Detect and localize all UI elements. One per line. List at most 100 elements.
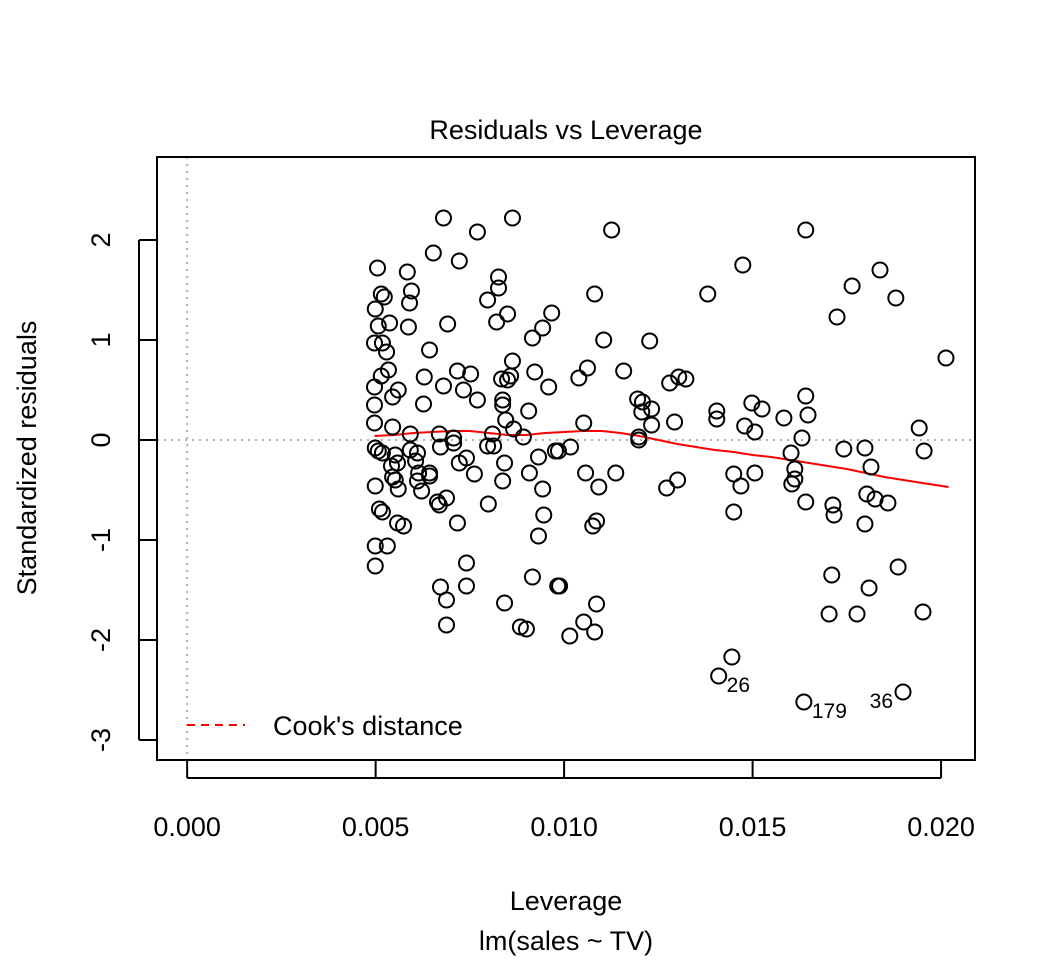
data-point [732, 477, 750, 495]
data-point [534, 319, 552, 337]
data-point [434, 377, 452, 395]
data-point [407, 452, 425, 470]
data-point [937, 349, 955, 367]
data-point [793, 429, 811, 447]
data-point [399, 318, 417, 336]
point-labels-group: 26 179 36 [727, 674, 893, 723]
data-point [401, 294, 419, 312]
data-point [887, 289, 905, 307]
x-tick-label: 0.010 [530, 812, 598, 842]
data-point [503, 352, 521, 370]
chart-subtitle: lm(sales ~ TV) [479, 926, 653, 956]
data-point [378, 537, 396, 555]
x-tick-label: 0.020 [907, 812, 975, 842]
plot-frame [156, 156, 976, 761]
y-tick-label: 0 [86, 432, 116, 447]
data-point [369, 259, 387, 277]
data-point [699, 285, 717, 303]
data-point [820, 605, 838, 623]
data-point [490, 279, 508, 297]
data-point [843, 277, 861, 295]
data-point [526, 363, 544, 381]
data-point [438, 591, 456, 609]
points-group [366, 209, 955, 711]
data-point [753, 400, 771, 418]
y-tick-label: -1 [86, 528, 116, 552]
legend-label: Cook's distance [273, 711, 463, 741]
data-point [894, 683, 912, 701]
data-point [584, 517, 602, 535]
data-point [603, 221, 621, 239]
data-point [402, 282, 420, 300]
data-point [590, 478, 608, 496]
data-point [775, 409, 793, 427]
data-point [366, 414, 384, 432]
data-point [499, 371, 517, 389]
data-point [551, 577, 569, 595]
data-point [502, 367, 520, 385]
data-point [389, 480, 407, 498]
data-point [856, 439, 874, 457]
x-tick-label: 0.000 [153, 812, 221, 842]
data-point [577, 464, 595, 482]
data-point [797, 387, 815, 405]
y-tick-label: 1 [86, 332, 116, 347]
data-point [543, 304, 561, 322]
data-point [561, 627, 579, 645]
data-point [494, 391, 512, 409]
data-point [677, 370, 695, 388]
data-point [534, 480, 552, 498]
data-point [465, 465, 483, 483]
data-point [860, 579, 878, 597]
data-point [858, 485, 876, 503]
data-point [448, 362, 466, 380]
data-point [641, 332, 659, 350]
data-point [468, 223, 486, 241]
data-point [378, 343, 396, 361]
data-point [386, 471, 404, 489]
data-point [871, 261, 889, 279]
data-point [369, 317, 387, 335]
data-point [586, 623, 604, 641]
data-point [413, 482, 431, 500]
data-point [658, 479, 676, 497]
data-point [575, 414, 593, 432]
data-point [783, 475, 801, 493]
data-point [824, 496, 842, 514]
chart-title: Residuals vs Leverage [429, 115, 702, 145]
data-point [430, 496, 448, 514]
y-tick-label: -2 [86, 628, 116, 652]
data-point [398, 263, 416, 281]
data-point [666, 413, 684, 431]
data-point [848, 605, 866, 623]
data-point [410, 464, 428, 482]
data-point [799, 406, 817, 424]
data-point [633, 403, 651, 421]
smooth-line [374, 430, 949, 488]
data-point [825, 506, 843, 524]
data-point [523, 568, 541, 586]
y-axis-label: Standardized residuals [12, 321, 42, 596]
y-axis: -3 -2 -1 0 1 2 [86, 232, 157, 752]
data-point [366, 396, 384, 414]
data-point [562, 438, 580, 456]
data-point [366, 334, 384, 352]
data-point [457, 577, 475, 595]
data-point [746, 423, 764, 441]
data-point [529, 527, 547, 545]
data-point [439, 315, 457, 333]
data-point [708, 402, 726, 420]
y-tick-label: -3 [86, 728, 116, 752]
data-point [450, 454, 468, 472]
data-point [570, 369, 588, 387]
data-point [457, 554, 475, 572]
data-point [835, 440, 853, 458]
data-point [373, 503, 391, 521]
legend: Cook's distance [187, 711, 463, 741]
data-point [797, 221, 815, 239]
data-point [575, 613, 593, 631]
data-point [408, 444, 426, 462]
data-point [381, 314, 399, 332]
data-point [485, 437, 503, 455]
